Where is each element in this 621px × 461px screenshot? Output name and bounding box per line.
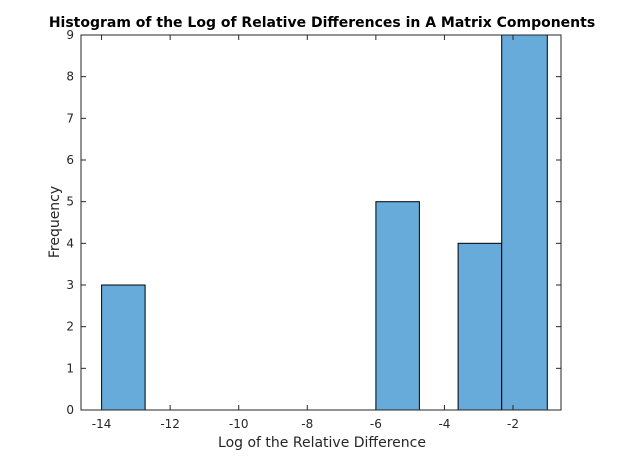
y-tick-label: 5 — [66, 195, 74, 209]
y-tick-label: 3 — [66, 278, 74, 292]
bars-group — [101, 34, 548, 411]
y-axis-label: Frequency — [47, 186, 63, 258]
x-axis: -14 -12 -10 -8 -6 -4 -2 — [92, 35, 519, 431]
x-tick-label: -2 — [507, 417, 519, 431]
plot-frame — [80, 34, 562, 411]
x-tick-label: -12 — [160, 417, 180, 431]
y-tick-label: 4 — [66, 236, 74, 250]
x-axis-label: Log of the Relative Difference — [218, 435, 426, 451]
chart-title: Histogram of the Log of Relative Differe… — [49, 15, 595, 31]
histogram-bar — [375, 201, 420, 411]
y-tick-label: 8 — [66, 70, 74, 84]
histogram-bar — [457, 242, 503, 411]
y-tick-label: 6 — [66, 153, 74, 167]
x-tick-label: -8 — [301, 417, 313, 431]
x-tick-label: -4 — [438, 417, 450, 431]
y-tick-label: 0 — [66, 403, 74, 417]
y-tick-label: 9 — [66, 28, 74, 42]
histogram-bar — [501, 34, 548, 411]
x-tick-label: -10 — [229, 417, 249, 431]
y-tick-label: 7 — [66, 111, 74, 125]
y-axis: 0 1 2 3 4 5 6 7 8 9 — [66, 28, 561, 417]
histogram-bar — [101, 284, 146, 411]
y-tick-label: 1 — [66, 361, 74, 375]
y-tick-label: 2 — [66, 320, 74, 334]
x-tick-label: -6 — [370, 417, 382, 431]
x-tick-label: -14 — [92, 417, 112, 431]
